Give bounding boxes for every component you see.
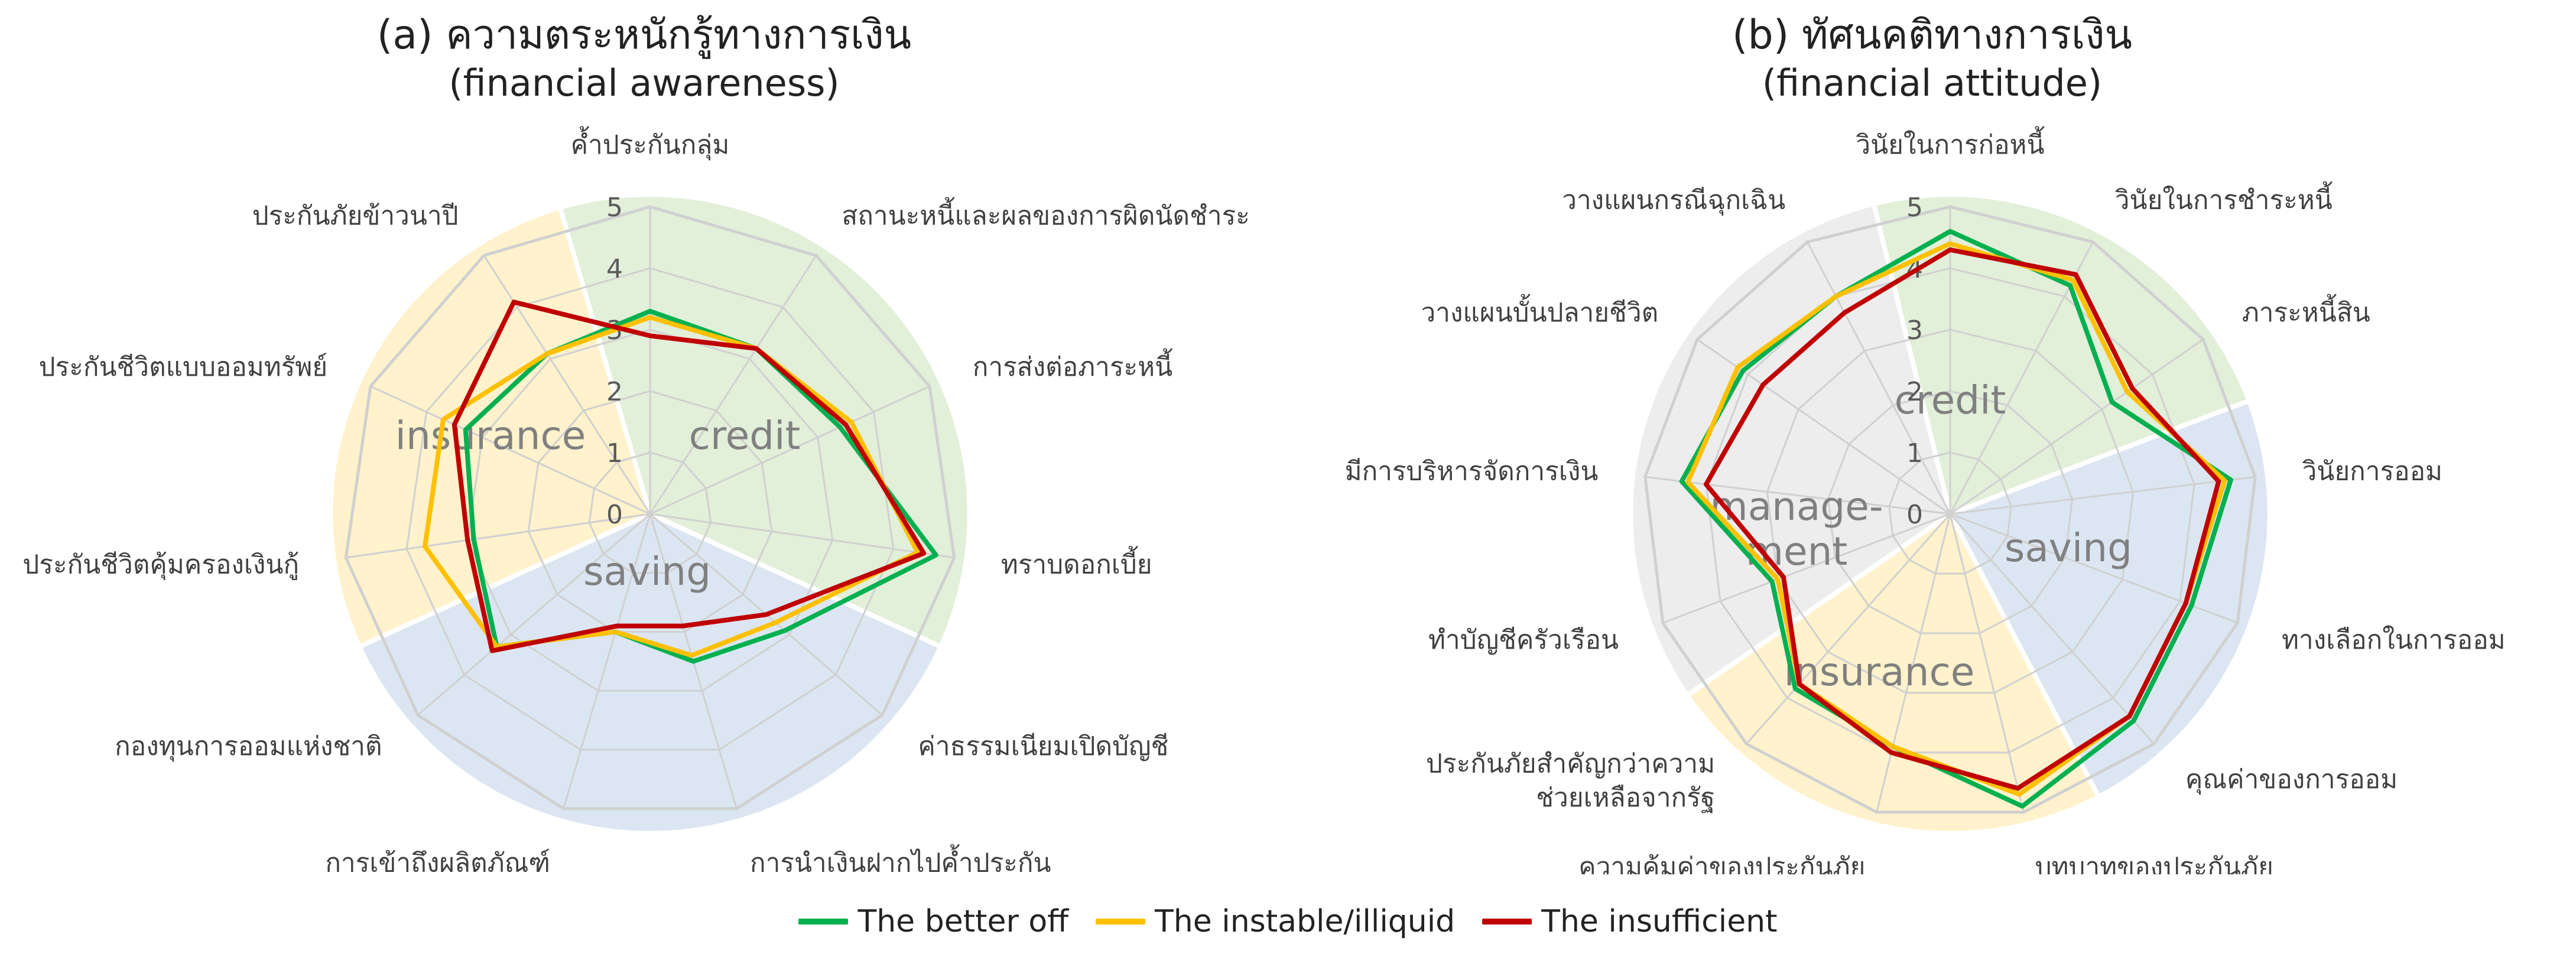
panel-financial-awareness: (a) ความตระหนักรู้ทางการเงิน (financial … (0, 0, 1288, 875)
grid-spoke (649, 255, 817, 515)
category-label: ทางเลือกในการออม (2282, 625, 2506, 655)
category-label: สถานะหนี้และผลของการผิดนัดชำระ (842, 197, 1250, 231)
grid-ring (344, 205, 956, 810)
legend-item-insufficient[interactable]: The insufficient (1482, 904, 1778, 939)
grid-spoke (1949, 513, 2025, 813)
axis-tick-label: 0 (606, 500, 623, 530)
legend-swatch (1096, 919, 1146, 925)
grid-ring (527, 390, 773, 633)
grid-spoke (1876, 513, 1951, 813)
category-label: ค้ำประกันกลุ่ม (571, 126, 730, 161)
series-line-the-insufficient (451, 300, 927, 653)
axis-tick-label: 5 (1906, 193, 1923, 223)
chart-title: (a) ความตระหนักรู้ทางการเงิน (376, 12, 912, 58)
category-label: วางแผนกรณีฉุกเฉิน (1562, 185, 1785, 216)
grid-ring (466, 328, 834, 692)
category-label: ความคุ้มค่าของประกันภัย (1578, 852, 1865, 874)
grid-ring (588, 451, 712, 574)
group-label: saving (2005, 525, 2132, 571)
grid-spoke (1950, 476, 2256, 515)
legend-swatch (1482, 919, 1532, 925)
group-label: saving (583, 549, 711, 594)
category-label: คุณค่าของการออม (2185, 764, 2398, 795)
category-label: ประกันภัยข้าวนาปี (252, 201, 459, 231)
group-label: credit (1895, 377, 2006, 423)
legend-label: The insufficient (1541, 904, 1778, 939)
category-label: กองทุนการออมแห่งชาติ (115, 731, 382, 762)
grid-spoke (1949, 513, 2155, 745)
category-label: ประกันชีวิตคุ้มครองเงินกู้ (22, 549, 299, 580)
grid-spoke (1746, 513, 1951, 745)
grid-ring (1827, 390, 2074, 634)
grid-spoke (563, 513, 651, 809)
category-label: การนำเงินฝากไปค้ำประกัน (750, 844, 1051, 874)
grid-spoke (1662, 513, 1951, 624)
grid-spoke (1645, 476, 1951, 515)
grid-spoke (417, 513, 651, 716)
category-label: ค่าธรรมเนียมเปิดบัญชี (918, 731, 1168, 761)
axis-tick-label: 4 (606, 254, 623, 284)
chart-subtitle: (financial attitude) (1762, 61, 2103, 105)
category-label: มีการบริหารจัดการเงิน (1345, 457, 1599, 487)
axis-tick-label: 3 (1906, 315, 1923, 346)
series-line-the-insufficient (1704, 247, 2221, 791)
chart-title: (b) ทัศนคติทางการเงิน (1732, 12, 2132, 58)
category-label: บทบาทของประกันภัย (2035, 852, 2273, 874)
legend-item-instable[interactable]: The instable/illiquid (1096, 904, 1455, 939)
grid-spoke (649, 513, 954, 559)
axis-tick-label: 1 (606, 438, 623, 468)
legend-item-better-off[interactable]: The better off (798, 904, 1068, 939)
group-label: insurance (395, 413, 586, 458)
category-label: วินัยการออม (2302, 457, 2442, 487)
grid-spoke (370, 385, 651, 515)
chart-subtitle: (financial awareness) (449, 61, 840, 105)
axis-tick-label: 5 (606, 193, 623, 223)
legend-swatch (798, 919, 849, 925)
category-label: ทราบดอกเบี้ย (1001, 545, 1152, 580)
category-label: ประกันชีวิตแบบออมทรัพย์ (39, 352, 328, 382)
radar-chart-attitude: creditsavinginsurancemanage-ment012345วิ… (1345, 126, 2506, 874)
category-label: วางแผนบั้นปลายชีวิต (1421, 294, 1659, 328)
grid-ring (1643, 205, 2257, 814)
group-sector-saving (356, 511, 944, 836)
axis-tick-label: 2 (606, 377, 623, 407)
axis-tick-label: 0 (1906, 500, 1923, 530)
category-label: ประกันภัยสำคัญกว่าความช่วยเหลือจากรัฐ (1426, 749, 1715, 813)
category-label: การส่งต่อภาระหนี้ (973, 348, 1173, 382)
legend-label: The instable/illiquid (1155, 904, 1456, 939)
group-sector-credit (557, 192, 972, 650)
group-label: credit (689, 413, 801, 458)
grid-spoke (649, 385, 930, 515)
radar-chart-awareness: creditsavinginsurance012345ค้ำประกันกลุ่… (22, 126, 1250, 874)
panel-financial-attitude: (b) ทัศนคติทางการเงิน (financial attitud… (1288, 0, 2576, 875)
category-label: ทำบัญชีครัวเรือน (1428, 625, 1619, 655)
series-line-the-better-off (1679, 229, 2233, 809)
category-label: วินัยในการก่อหนี้ (1856, 126, 2045, 160)
group-sector-insurance (1684, 510, 2102, 836)
grid-ring (405, 267, 895, 751)
category-label: ภาระหนี้สิน (2242, 294, 2370, 328)
category-label: วินัยในการชำระหนี้ (2115, 181, 2333, 216)
grid-ring (1888, 451, 2012, 575)
group-label: insurance (1784, 649, 1975, 695)
series-line-the-better-off (463, 308, 938, 664)
grid-ring (1766, 328, 2135, 694)
grid-ring (1705, 267, 2195, 754)
grid-spoke (1806, 241, 1951, 515)
grid-spoke (346, 513, 651, 559)
axis-tick-label: 1 (1906, 438, 1923, 468)
legend: The better off The instable/illiquid The… (0, 898, 2576, 945)
category-label: การเข้าถึงผลิตภัณฑ์ (325, 848, 550, 874)
legend-label: The better off (857, 904, 1069, 939)
axis-tick-label: 2 (1906, 377, 1923, 407)
grid-spoke (483, 255, 651, 515)
grid-spoke (1950, 338, 2204, 515)
